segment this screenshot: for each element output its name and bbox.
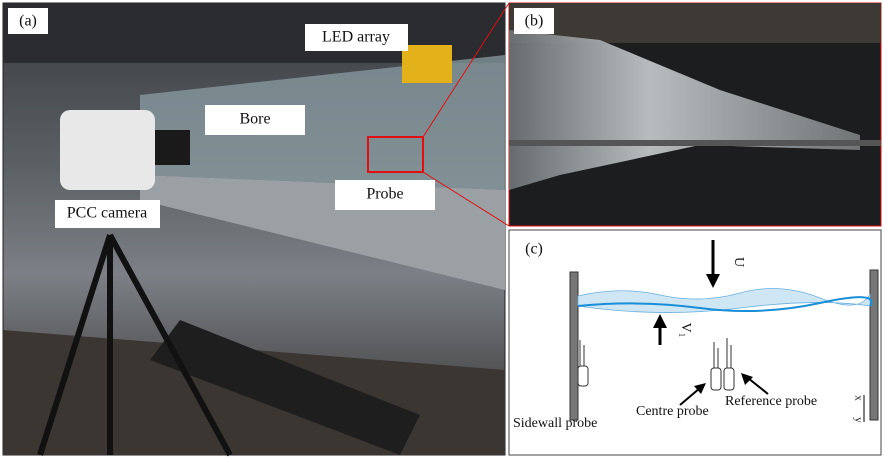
panel-label: (c)	[525, 241, 543, 258]
sidewall	[569, 271, 579, 421]
flume-glass	[140, 55, 505, 190]
centre-probes	[710, 338, 735, 391]
callout-box	[55, 200, 160, 228]
sidewall-probe	[577, 340, 589, 387]
axis-label: y	[852, 417, 864, 423]
sidewall	[869, 269, 879, 421]
pointer	[679, 387, 701, 406]
probe-label: Centre probe	[636, 404, 709, 419]
callout-box	[205, 105, 305, 135]
background	[509, 3, 881, 43]
led-array	[402, 45, 452, 83]
panel-label: (a)	[19, 13, 37, 30]
pointer-head	[694, 383, 706, 394]
panel-c: (c) U V₁ Sidewall probe Centre probe Ref…	[508, 229, 882, 456]
pointer-head	[741, 373, 753, 385]
water-surface	[577, 296, 873, 313]
bore-front	[509, 30, 860, 190]
callout-box	[335, 180, 435, 210]
camera-body	[60, 110, 155, 190]
probe-label: Sidewall probe	[513, 416, 597, 431]
arrow-head	[653, 314, 667, 328]
probe-highlight	[367, 136, 424, 173]
water-line	[509, 140, 881, 146]
probe-label: Reference probe	[725, 394, 817, 409]
camera-lens	[155, 130, 190, 165]
panel-a: (a) LED array Bore PCC camera Probe	[2, 2, 506, 457]
arrow-head	[706, 274, 720, 288]
pointer	[747, 377, 769, 395]
label-box	[514, 8, 554, 34]
callout: PCC camera	[67, 205, 147, 222]
callout: LED array	[322, 29, 390, 46]
tripod-leg	[37, 234, 113, 456]
velocity-label: U	[731, 257, 746, 267]
zoom-line	[422, 2, 510, 138]
velocity-label: V₁	[678, 323, 693, 338]
panel-label: (b)	[525, 13, 544, 30]
callout-box	[305, 24, 408, 51]
bubble-layer	[577, 288, 871, 313]
zoom-line	[422, 171, 510, 227]
axis-label: x	[852, 395, 864, 401]
pipe	[150, 320, 420, 455]
tripod-leg	[107, 233, 233, 457]
callout: Bore	[239, 111, 270, 128]
callout: Probe	[366, 186, 403, 203]
panel-b: (b)	[508, 2, 882, 227]
label-box	[8, 8, 48, 34]
